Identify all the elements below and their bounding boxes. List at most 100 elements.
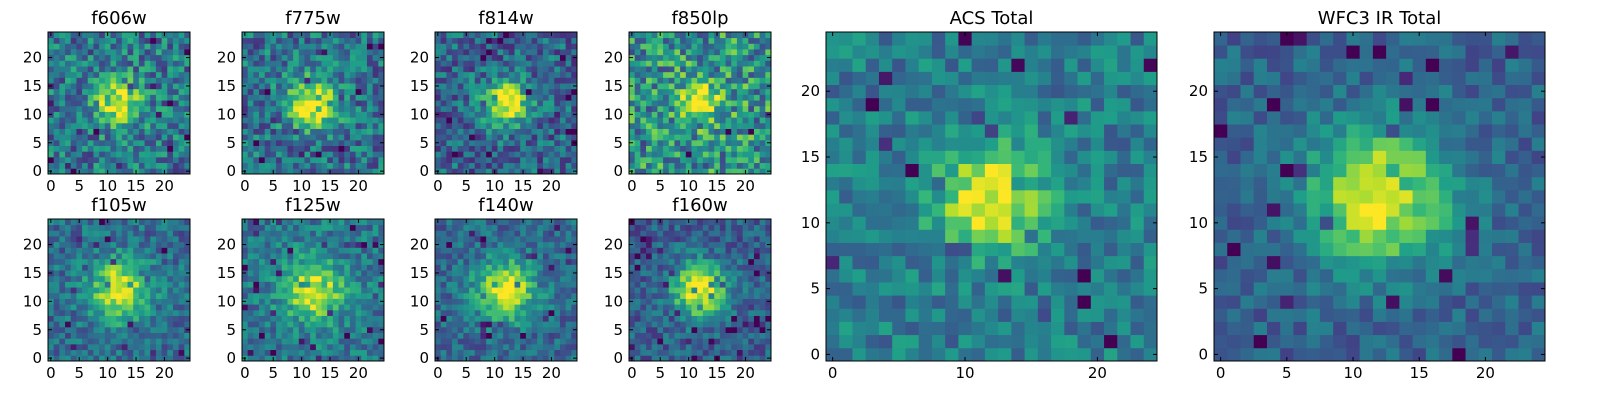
heatmap-cell bbox=[457, 122, 464, 129]
heatmap-cell bbox=[372, 253, 379, 260]
heatmap-cell bbox=[372, 32, 379, 39]
heatmap-cell bbox=[646, 117, 653, 124]
heatmap-cell bbox=[349, 298, 356, 305]
heatmap-cell bbox=[349, 292, 356, 299]
heatmap-cell bbox=[53, 332, 60, 339]
heatmap-cell bbox=[748, 117, 755, 124]
heatmap-cell bbox=[651, 281, 658, 288]
heatmap-cell bbox=[531, 156, 538, 164]
heatmap-cell bbox=[259, 168, 266, 175]
heatmap-cell bbox=[452, 117, 459, 124]
heatmap-cell bbox=[714, 122, 721, 129]
heatmap-cell bbox=[366, 343, 374, 351]
heatmap-cell bbox=[748, 94, 755, 101]
heatmap-cell bbox=[668, 60, 675, 67]
heatmap-cell bbox=[685, 71, 692, 78]
heatmap-cell bbox=[634, 32, 641, 39]
heatmap-cell bbox=[270, 326, 277, 333]
heatmap-cell bbox=[104, 304, 111, 311]
heatmap-cell bbox=[133, 224, 140, 231]
heatmap-cell bbox=[480, 151, 487, 158]
heatmap-cell bbox=[366, 287, 374, 294]
heatmap-cell bbox=[378, 247, 385, 254]
heatmap-cell bbox=[446, 105, 453, 112]
heatmap-cell bbox=[503, 122, 510, 129]
heatmap-cell bbox=[155, 230, 162, 237]
heatmap-cell bbox=[116, 122, 123, 129]
heatmap-cell bbox=[65, 264, 72, 271]
heatmap-cell bbox=[497, 43, 504, 50]
heatmap-cell bbox=[361, 236, 368, 243]
heatmap-cell bbox=[298, 281, 305, 288]
heatmap-cell bbox=[634, 117, 641, 124]
heatmap-cell bbox=[514, 298, 521, 305]
heatmap-cell bbox=[452, 71, 459, 78]
heatmap-cell bbox=[480, 292, 487, 299]
heatmap-cell bbox=[110, 37, 117, 44]
heatmap-cell bbox=[446, 37, 453, 44]
heatmap-cell bbox=[121, 71, 128, 78]
heatmap-cell bbox=[293, 156, 300, 164]
heatmap-cell bbox=[167, 355, 174, 362]
heatmap-cell bbox=[366, 270, 374, 277]
heatmap-cell bbox=[264, 338, 271, 345]
heatmap-cell bbox=[150, 100, 157, 107]
heatmap-cell bbox=[53, 162, 60, 169]
heatmap-cell bbox=[537, 100, 544, 107]
heatmap-cell bbox=[270, 321, 277, 328]
heatmap-cell bbox=[178, 122, 185, 129]
heatmap-cell bbox=[172, 156, 180, 164]
heatmap-cell bbox=[298, 139, 305, 146]
heatmap-cell bbox=[184, 134, 191, 141]
heatmap-cell bbox=[172, 247, 180, 254]
heatmap-cell bbox=[366, 156, 374, 164]
heatmap-cell bbox=[138, 355, 145, 362]
heatmap-cell bbox=[565, 100, 572, 107]
heatmap-cell bbox=[685, 287, 692, 294]
heatmap-cell bbox=[537, 122, 544, 129]
heatmap-cell bbox=[253, 37, 260, 44]
heatmap-cell bbox=[99, 292, 106, 299]
heatmap-cell bbox=[59, 32, 66, 39]
heatmap-cell bbox=[457, 100, 464, 107]
heatmap-cell bbox=[93, 253, 100, 260]
heatmap-cell bbox=[571, 236, 578, 243]
heatmap-cell bbox=[663, 309, 670, 316]
heatmap-cell bbox=[310, 315, 317, 322]
heatmap-cell bbox=[310, 122, 317, 129]
heatmap-cell bbox=[514, 355, 521, 362]
heatmap-cell bbox=[452, 156, 459, 164]
heatmap-cell bbox=[304, 122, 311, 129]
heatmap-cell bbox=[304, 49, 311, 56]
heatmap-cell bbox=[355, 349, 362, 356]
heatmap-cell bbox=[172, 77, 180, 84]
heatmap-cell bbox=[474, 219, 481, 226]
heatmap-cell bbox=[167, 264, 174, 271]
x-tick-label: 20 bbox=[736, 177, 755, 195]
heatmap-cell bbox=[150, 37, 157, 44]
heatmap-cell bbox=[520, 343, 527, 351]
heatmap-cell bbox=[144, 71, 151, 78]
heatmap-cell bbox=[508, 241, 515, 248]
heatmap-cell bbox=[355, 236, 362, 243]
heatmap-cell bbox=[276, 128, 283, 135]
heatmap-cell bbox=[480, 275, 487, 282]
heatmap-cell bbox=[150, 258, 157, 265]
heatmap-cell bbox=[759, 111, 766, 118]
heatmap-cell bbox=[321, 49, 328, 56]
heatmap-cell bbox=[48, 71, 55, 78]
heatmap-cell bbox=[708, 49, 715, 56]
heatmap-cell bbox=[361, 304, 368, 311]
heatmap-cell bbox=[133, 128, 140, 135]
heatmap-cell bbox=[270, 71, 277, 78]
heatmap-cell bbox=[736, 151, 743, 158]
heatmap-cell bbox=[646, 77, 653, 84]
heatmap-cell bbox=[520, 264, 527, 271]
heatmap-cell bbox=[440, 117, 447, 124]
heatmap-cell bbox=[537, 304, 544, 311]
heatmap-cell bbox=[344, 281, 351, 288]
heatmap-cell bbox=[525, 338, 532, 345]
heatmap-cell bbox=[253, 315, 260, 322]
heatmap-cell bbox=[668, 128, 675, 135]
heatmap-cell bbox=[344, 275, 351, 282]
